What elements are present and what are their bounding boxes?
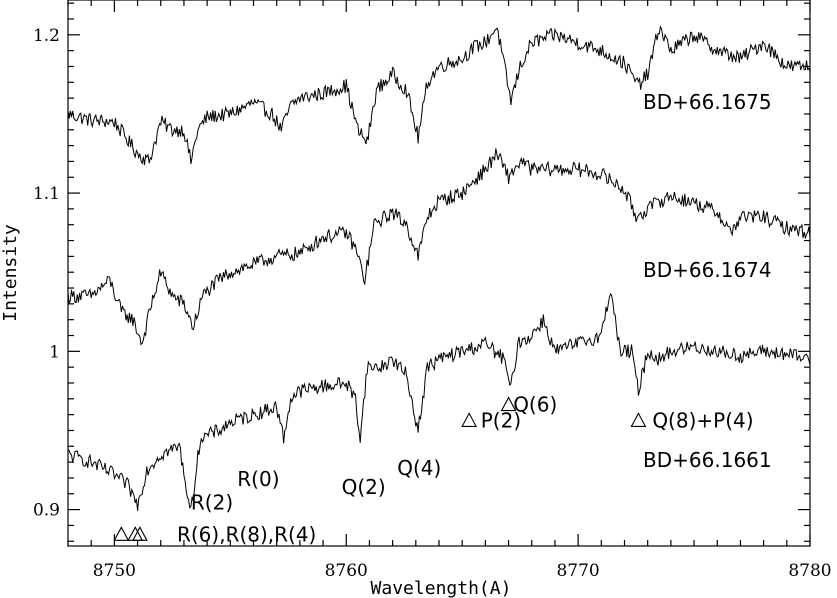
line-id-label: R(6),R(8),R(4) — [177, 522, 316, 546]
line-id-label: R(2) — [191, 491, 233, 515]
x-tick-label: 8780 — [788, 561, 831, 581]
triangle-marker — [113, 526, 130, 541]
star-label: BD+66.1674 — [643, 258, 772, 282]
spectrum-line-1 — [67, 25, 811, 166]
y-tick-label: 1 — [49, 342, 60, 362]
y-tick-label: 0.9 — [33, 501, 60, 521]
x-axis-label: Wavelength(A) — [371, 578, 512, 598]
triangle-marker — [500, 396, 517, 412]
spectrum-line-3 — [67, 292, 811, 511]
line-id-label: Q(8)+P(4) — [652, 408, 753, 432]
x-tick-label: 8770 — [556, 561, 599, 581]
x-tick-label: 8760 — [325, 561, 368, 581]
y-axis-label: Intensity — [0, 224, 21, 322]
line-id-label: P(2) — [481, 408, 521, 432]
chart-marks: 8750 8760 8770 8780 0.9 1 1.1 1.2 BD+66.1675 BD+6… — [33, 0, 832, 581]
line-id-label: Q(4) — [397, 456, 441, 480]
spectrum-line-2 — [67, 148, 811, 346]
x-tick-label: 8750 — [93, 561, 136, 581]
triangle-marker — [131, 526, 148, 541]
line-id-label: Q(2) — [342, 475, 386, 499]
y-tick-label: 1.1 — [33, 184, 60, 204]
line-id-label: Q(6) — [513, 393, 557, 417]
y-tick-label: 1.2 — [33, 26, 60, 46]
triangle-marker — [630, 412, 647, 427]
line-id-label: R(0) — [237, 467, 279, 491]
star-label: BD+66.1661 — [643, 448, 772, 472]
star-label: BD+66.1675 — [643, 90, 772, 114]
triangle-marker — [127, 526, 144, 541]
triangle-marker — [461, 412, 478, 427]
